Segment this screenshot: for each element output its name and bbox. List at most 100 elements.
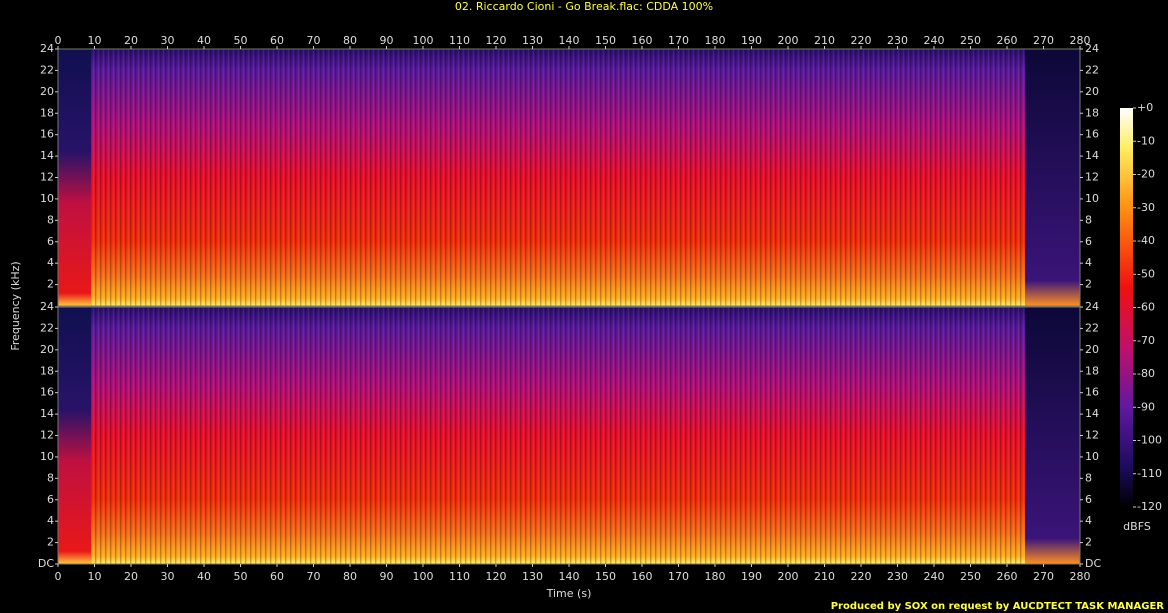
y-tick-label: 14: [40, 407, 54, 420]
x-tick-label: 30: [161, 570, 175, 583]
x-tick-label: 160: [632, 570, 653, 583]
y-tick-label: DC: [1085, 557, 1101, 570]
x-tick-label: 280: [1070, 34, 1091, 47]
y-tick-label: 14: [40, 149, 54, 162]
chart-title: 02. Riccardo Cioni - Go Break.flac: CDDA…: [455, 0, 713, 13]
x-tick-label: 200: [778, 570, 799, 583]
y-tick-label: 20: [40, 343, 54, 356]
y-tick-label: 12: [40, 171, 54, 184]
x-tick-label: 110: [449, 34, 470, 47]
x-tick-label: 20: [124, 34, 138, 47]
y-tick-label: 4: [47, 514, 54, 527]
x-tick-label: 250: [960, 34, 981, 47]
x-tick-label: 40: [197, 34, 211, 47]
y-tick-label: 12: [40, 429, 54, 442]
spectrogram-texture: [58, 49, 1080, 306]
x-tick-label: 180: [705, 570, 726, 583]
x-tick-label: 270: [1033, 570, 1054, 583]
y-tick-label: 6: [1085, 235, 1092, 248]
y-tick-label: 20: [1085, 343, 1099, 356]
x-tick-label: 150: [595, 570, 616, 583]
x-tick-label: 0: [55, 570, 62, 583]
x-tick-label: 130: [522, 570, 543, 583]
x-tick-label: 140: [559, 570, 580, 583]
quiet-intro: [58, 49, 91, 306]
y-tick-label: 10: [40, 450, 54, 463]
x-tick-label: 220: [851, 570, 872, 583]
y-tick-label: 10: [1085, 192, 1099, 205]
y-tick-label: 12: [1085, 429, 1099, 442]
spectrogram-texture: [58, 307, 1080, 564]
y-tick-label: 18: [1085, 364, 1099, 377]
x-tick-label: 140: [559, 34, 580, 47]
x-tick-label: 60: [270, 570, 284, 583]
colorbar-tick-label: -30: [1137, 201, 1155, 214]
x-tick-label: 190: [741, 570, 762, 583]
y-tick-label: 4: [47, 256, 54, 269]
x-tick-label: 170: [668, 570, 689, 583]
colorbar-tick-label: -60: [1137, 301, 1155, 314]
x-tick-label: 120: [486, 570, 507, 583]
x-tick-label: 40: [197, 570, 211, 583]
y-tick-label: 22: [1085, 63, 1099, 76]
colorbar-tick-label: -110: [1137, 467, 1162, 480]
y-tick-label: 24: [1085, 42, 1099, 55]
y-axis-label: Frequency (kHz): [9, 261, 22, 350]
colorbar-label: dBFS: [1123, 520, 1151, 533]
y-tick-label: 8: [47, 471, 54, 484]
y-tick-label: 6: [47, 493, 54, 506]
x-tick-label: 240: [924, 570, 945, 583]
x-tick-label: 170: [668, 34, 689, 47]
x-tick-label: 100: [413, 570, 434, 583]
y-tick-label: 22: [40, 63, 54, 76]
x-tick-label: 80: [343, 570, 357, 583]
x-tick-label: 100: [413, 34, 434, 47]
x-tick-label: 90: [380, 570, 394, 583]
x-tick-label: 270: [1033, 34, 1054, 47]
y-tick-label: 16: [1085, 386, 1099, 399]
y-tick-label: 8: [1085, 471, 1092, 484]
x-tick-label: 60: [270, 34, 284, 47]
x-tick-label: 180: [705, 34, 726, 47]
x-tick-label: 230: [887, 570, 908, 583]
y-tick-label: 4: [1085, 514, 1092, 527]
y-tick-label: 8: [47, 213, 54, 226]
colorbar-tick-label: -90: [1137, 400, 1155, 413]
y-tick-label: 2: [1085, 536, 1092, 549]
y-tick-label: 16: [40, 128, 54, 141]
y-tick-label: 16: [1085, 128, 1099, 141]
y-tick-label: 18: [1085, 106, 1099, 119]
x-tick-label: 220: [851, 34, 872, 47]
y-tick-label: 16: [40, 386, 54, 399]
colorbar-tick-label: -70: [1137, 334, 1155, 347]
y-tick-label: 20: [40, 85, 54, 98]
x-tick-label: 210: [814, 34, 835, 47]
x-tick-label: 130: [522, 34, 543, 47]
y-tick-label: 14: [1085, 407, 1099, 420]
y-tick-label: 6: [1085, 493, 1092, 506]
footer: Produced by SOX on request by AUCDTECT T…: [831, 601, 1165, 612]
y-tick-label: 10: [1085, 450, 1099, 463]
colorbar-tick-label: -50: [1137, 267, 1155, 280]
x-tick-label: 10: [88, 570, 102, 583]
quiet-outro: [1025, 307, 1080, 564]
colorbar-tick-label: -120: [1137, 500, 1162, 513]
y-tick-label: 4: [1085, 256, 1092, 269]
x-tick-label: 230: [887, 34, 908, 47]
x-tick-label: 200: [778, 34, 799, 47]
x-tick-label: 190: [741, 34, 762, 47]
y-tick-label: 14: [1085, 149, 1099, 162]
y-tick-label: 22: [1085, 321, 1099, 334]
x-tick-label: 50: [234, 570, 248, 583]
x-axis-label: Time (s): [546, 587, 592, 600]
x-tick-label: 280: [1070, 570, 1091, 583]
x-tick-label: 240: [924, 34, 945, 47]
y-tick-label: 8: [1085, 213, 1092, 226]
y-tick-label: 20: [1085, 85, 1099, 98]
y-tick-label: 24: [40, 42, 54, 55]
x-tick-label: 80: [343, 34, 357, 47]
colorbar-tick-label: -20: [1137, 168, 1155, 181]
colorbar-tick-label: -40: [1137, 234, 1155, 247]
x-tick-label: 120: [486, 34, 507, 47]
